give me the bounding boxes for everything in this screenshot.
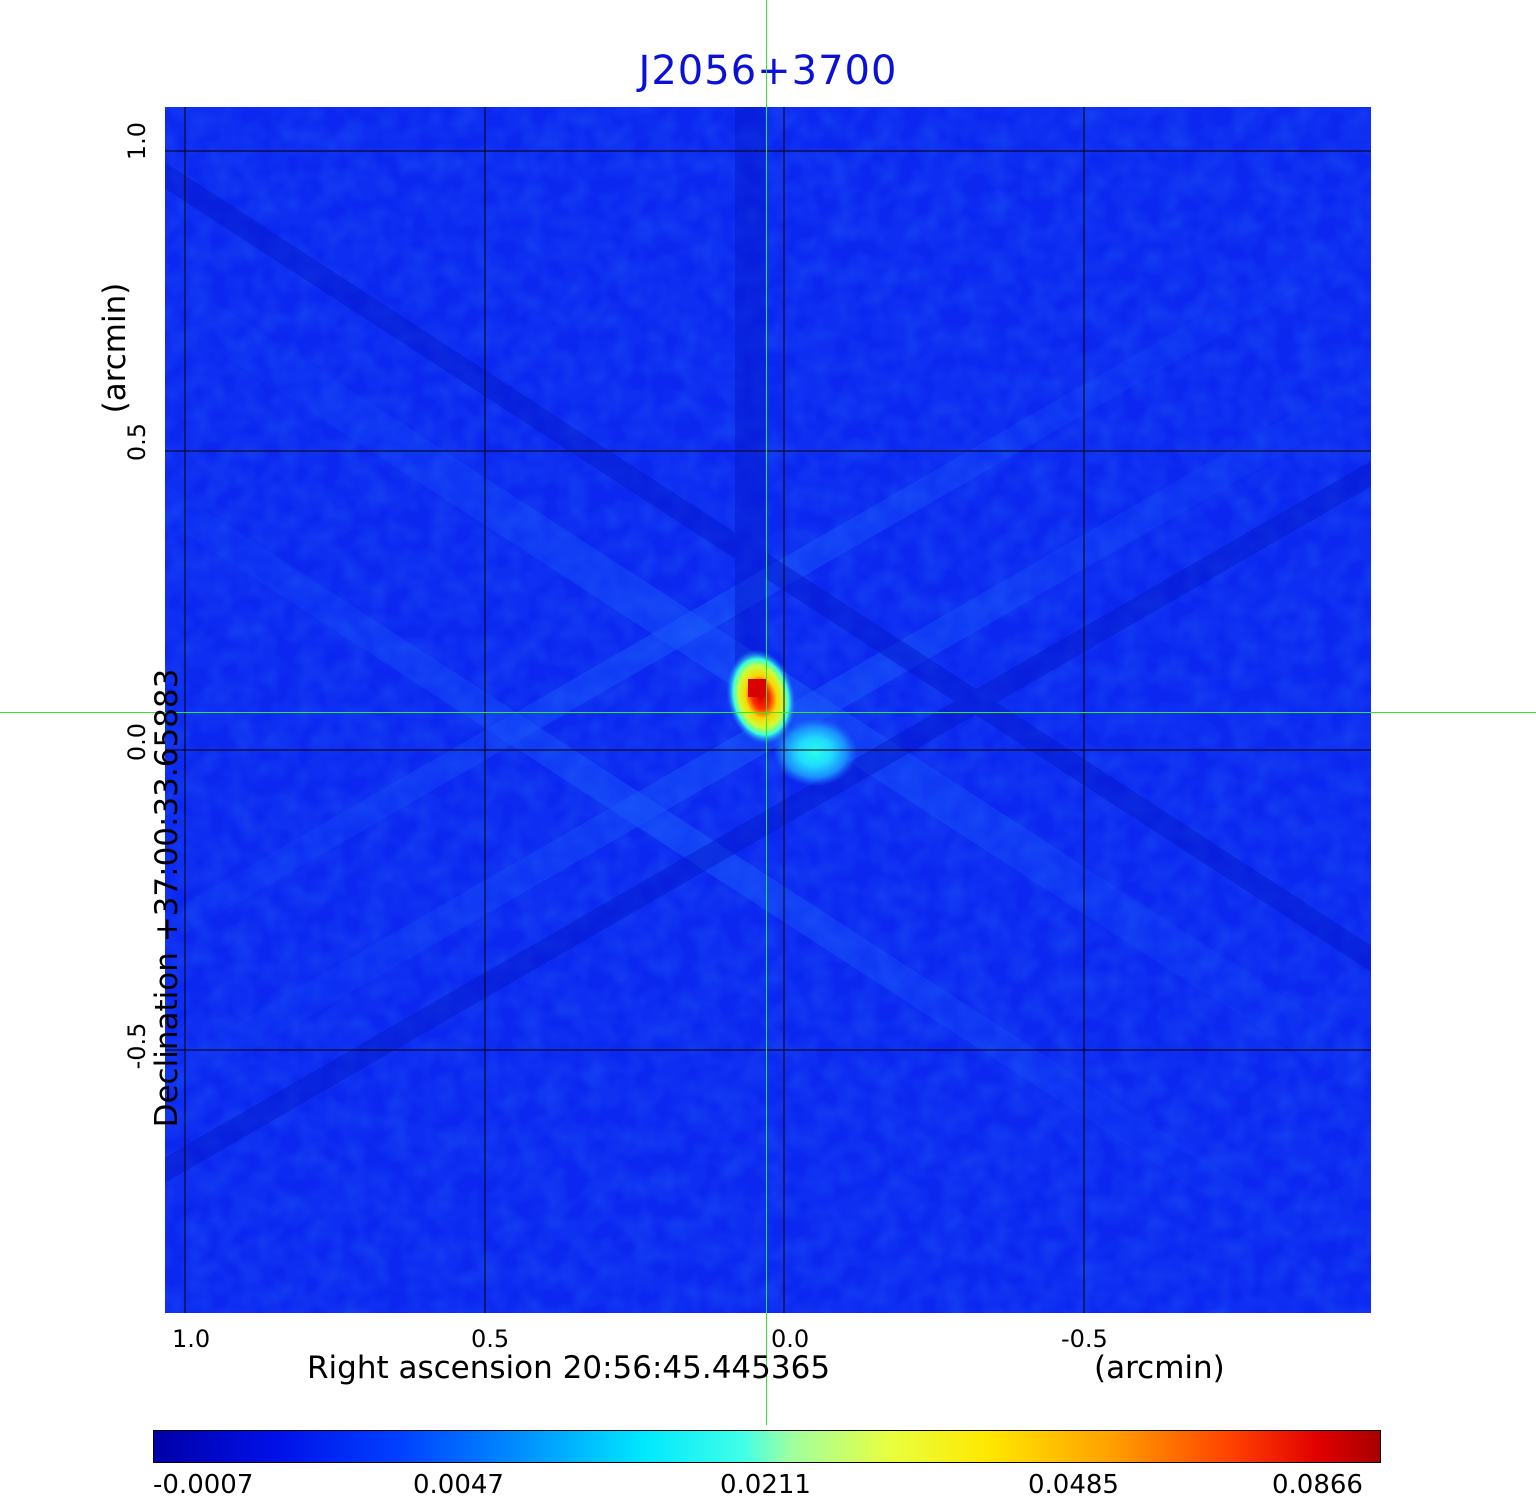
plot-title: J2056+3700 <box>638 48 898 94</box>
colorbar-tick-label: 0.0047 <box>413 1470 504 1500</box>
crosshair-horizontal <box>0 712 1536 713</box>
colorbar-tick-label: 0.0211 <box>720 1470 811 1500</box>
colorbar-tick-label: 0.0485 <box>1028 1470 1119 1500</box>
secondary-source <box>773 718 857 786</box>
coordinate-grid <box>165 107 1371 1313</box>
y-axis-label: Declination +37:00:33.65883 <box>149 668 185 1128</box>
colorbar-tick-label: 0.0866 <box>1272 1470 1363 1500</box>
y-axis-unit: (arcmin) <box>97 282 133 414</box>
colorbar <box>153 1430 1381 1463</box>
x-tick-label: 1.0 <box>172 1325 211 1353</box>
x-tick-label: -0.5 <box>1061 1325 1108 1353</box>
x-tick-label: 0.0 <box>771 1325 810 1353</box>
peak-pixel <box>748 679 766 697</box>
x-axis-unit: (arcmin) <box>1094 1350 1225 1386</box>
x-axis-label: Right ascension 20:56:45.445365 <box>307 1350 831 1386</box>
dark-troughs <box>165 107 1371 1204</box>
x-tick-label: 0.5 <box>471 1325 510 1353</box>
colorbar-tick-label: -0.0007 <box>153 1470 254 1500</box>
y-tick-label: 1.0 <box>123 121 151 161</box>
y-tick-label: 0.5 <box>123 422 151 462</box>
image-canvas <box>165 107 1371 1313</box>
radio-image-map[interactable] <box>165 107 1371 1313</box>
